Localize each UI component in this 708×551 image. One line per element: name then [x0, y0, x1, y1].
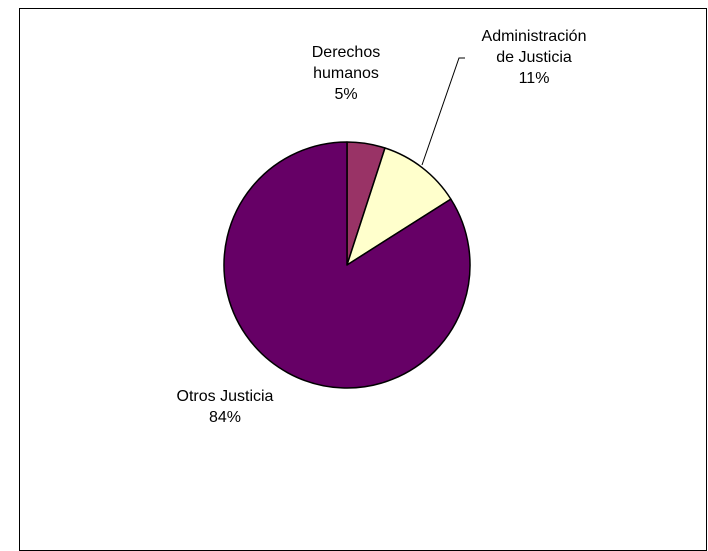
slice-category-label: Otros Justicia — [177, 388, 274, 405]
slice-value-label: 84% — [209, 409, 241, 426]
slice-label-0: Derechos humanos 5% — [312, 44, 380, 103]
slice-label-2: Otros Justicia 84% — [177, 388, 274, 426]
slice-category-label: Derechos — [312, 44, 380, 61]
slice-value-label: 5% — [334, 86, 357, 103]
slice-value-label: 11% — [519, 70, 550, 87]
slice-category-label: de Justicia — [496, 49, 572, 66]
pie-slice-2 — [223, 141, 471, 389]
pie-slices — [223, 141, 471, 389]
leader-line-1 — [421, 57, 465, 166]
leader-lines — [421, 57, 465, 166]
pie-slice-1 — [346, 147, 452, 266]
slice-labels: Derechos humanos 5% Administración de Justic… — [177, 28, 587, 426]
slice-label-1: Administración de Justicia 11% — [482, 28, 587, 87]
slice-category-label: Administración — [482, 28, 587, 45]
slice-category-label: humanos — [313, 65, 379, 82]
